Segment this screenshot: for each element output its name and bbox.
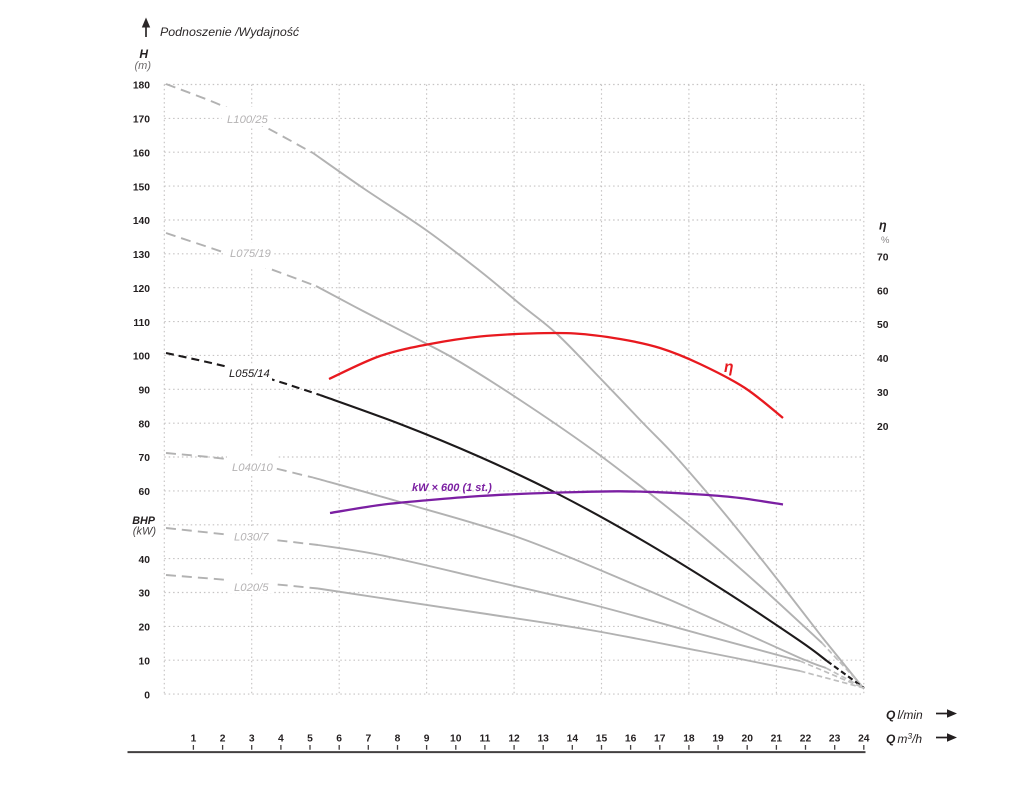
svg-text:11: 11 bbox=[479, 733, 490, 744]
svg-text:60: 60 bbox=[877, 286, 889, 297]
svg-text:9: 9 bbox=[424, 733, 430, 744]
svg-text:7: 7 bbox=[365, 733, 371, 744]
svg-text:170: 170 bbox=[133, 115, 150, 126]
svg-text:L055/14: L055/14 bbox=[229, 368, 270, 380]
svg-text:0: 0 bbox=[144, 690, 150, 701]
svg-text:H: H bbox=[139, 47, 148, 61]
svg-text:20: 20 bbox=[741, 733, 753, 744]
svg-text:10: 10 bbox=[139, 656, 151, 667]
svg-text:8: 8 bbox=[395, 733, 401, 744]
svg-text:L030/7: L030/7 bbox=[234, 532, 269, 544]
svg-text:30: 30 bbox=[139, 589, 151, 600]
svg-text:η: η bbox=[724, 359, 733, 376]
svg-text:21: 21 bbox=[771, 733, 783, 744]
svg-text:50: 50 bbox=[877, 320, 889, 331]
svg-text:Qm3/h: Qm3/h bbox=[886, 731, 922, 746]
svg-text:Podnoszenie /Wydajność: Podnoszenie /Wydajność bbox=[160, 25, 300, 39]
svg-text:24: 24 bbox=[858, 733, 870, 744]
svg-text:5: 5 bbox=[307, 733, 313, 744]
svg-text:L020/5: L020/5 bbox=[234, 582, 269, 594]
svg-text:(kW): (kW) bbox=[133, 526, 157, 538]
svg-text:1: 1 bbox=[191, 733, 197, 744]
svg-text:70: 70 bbox=[877, 252, 889, 263]
svg-text:4: 4 bbox=[278, 733, 284, 744]
svg-text:20: 20 bbox=[139, 623, 151, 634]
svg-text:130: 130 bbox=[133, 250, 150, 261]
svg-text:23: 23 bbox=[829, 733, 841, 744]
svg-text:13: 13 bbox=[537, 733, 549, 744]
svg-text:100: 100 bbox=[133, 352, 150, 363]
svg-text:40: 40 bbox=[877, 354, 889, 365]
svg-text:20: 20 bbox=[877, 422, 889, 433]
svg-text:η: η bbox=[879, 219, 887, 233]
svg-text:60: 60 bbox=[139, 487, 151, 498]
svg-text:15: 15 bbox=[596, 733, 608, 744]
svg-text:90: 90 bbox=[139, 385, 151, 396]
svg-text:16: 16 bbox=[625, 733, 637, 744]
svg-text:12: 12 bbox=[508, 733, 520, 744]
svg-text:14: 14 bbox=[567, 733, 579, 744]
svg-text:Ql/min: Ql/min bbox=[886, 708, 923, 722]
svg-text:BHP: BHP bbox=[132, 515, 156, 527]
svg-text:%: % bbox=[881, 235, 890, 246]
svg-text:70: 70 bbox=[139, 453, 151, 464]
svg-text:(m): (m) bbox=[135, 60, 152, 72]
svg-text:18: 18 bbox=[683, 733, 695, 744]
svg-text:160: 160 bbox=[133, 148, 150, 159]
svg-text:140: 140 bbox=[133, 216, 150, 227]
svg-text:L100/25: L100/25 bbox=[227, 114, 269, 126]
svg-text:L075/19: L075/19 bbox=[230, 248, 272, 260]
svg-text:150: 150 bbox=[133, 182, 150, 193]
svg-text:120: 120 bbox=[133, 284, 150, 295]
svg-text:19: 19 bbox=[712, 733, 724, 744]
svg-text:30: 30 bbox=[877, 388, 889, 399]
svg-text:110: 110 bbox=[133, 318, 150, 329]
svg-text:17: 17 bbox=[654, 733, 666, 744]
svg-text:2: 2 bbox=[220, 733, 226, 744]
svg-text:3: 3 bbox=[249, 733, 255, 744]
svg-text:22: 22 bbox=[800, 733, 812, 744]
svg-text:10: 10 bbox=[450, 733, 462, 744]
svg-text:kW × 600 (1 st.): kW × 600 (1 st.) bbox=[412, 482, 492, 494]
svg-text:180: 180 bbox=[133, 81, 150, 92]
svg-text:80: 80 bbox=[139, 419, 151, 430]
svg-text:L040/10: L040/10 bbox=[232, 462, 274, 474]
svg-text:6: 6 bbox=[336, 733, 342, 744]
svg-text:40: 40 bbox=[139, 555, 151, 566]
